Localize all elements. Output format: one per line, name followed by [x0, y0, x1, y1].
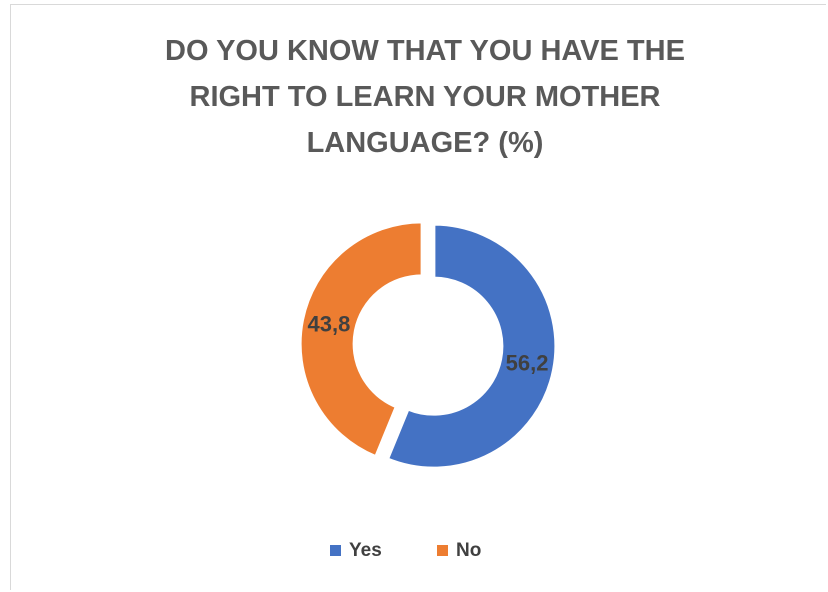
donut-slice [385, 222, 558, 470]
data-label: 43,8 [307, 311, 350, 336]
legend-label: Yes [349, 540, 382, 561]
legend-swatch [330, 545, 341, 556]
legend-swatch [437, 545, 448, 556]
chart-frame [10, 4, 826, 590]
chart-title: DO YOU KNOW THAT YOU HAVE THE RIGHT TO L… [165, 35, 685, 159]
donut-slice [298, 220, 424, 459]
legend-label: No [456, 540, 481, 561]
data-label: 56,2 [506, 350, 549, 375]
